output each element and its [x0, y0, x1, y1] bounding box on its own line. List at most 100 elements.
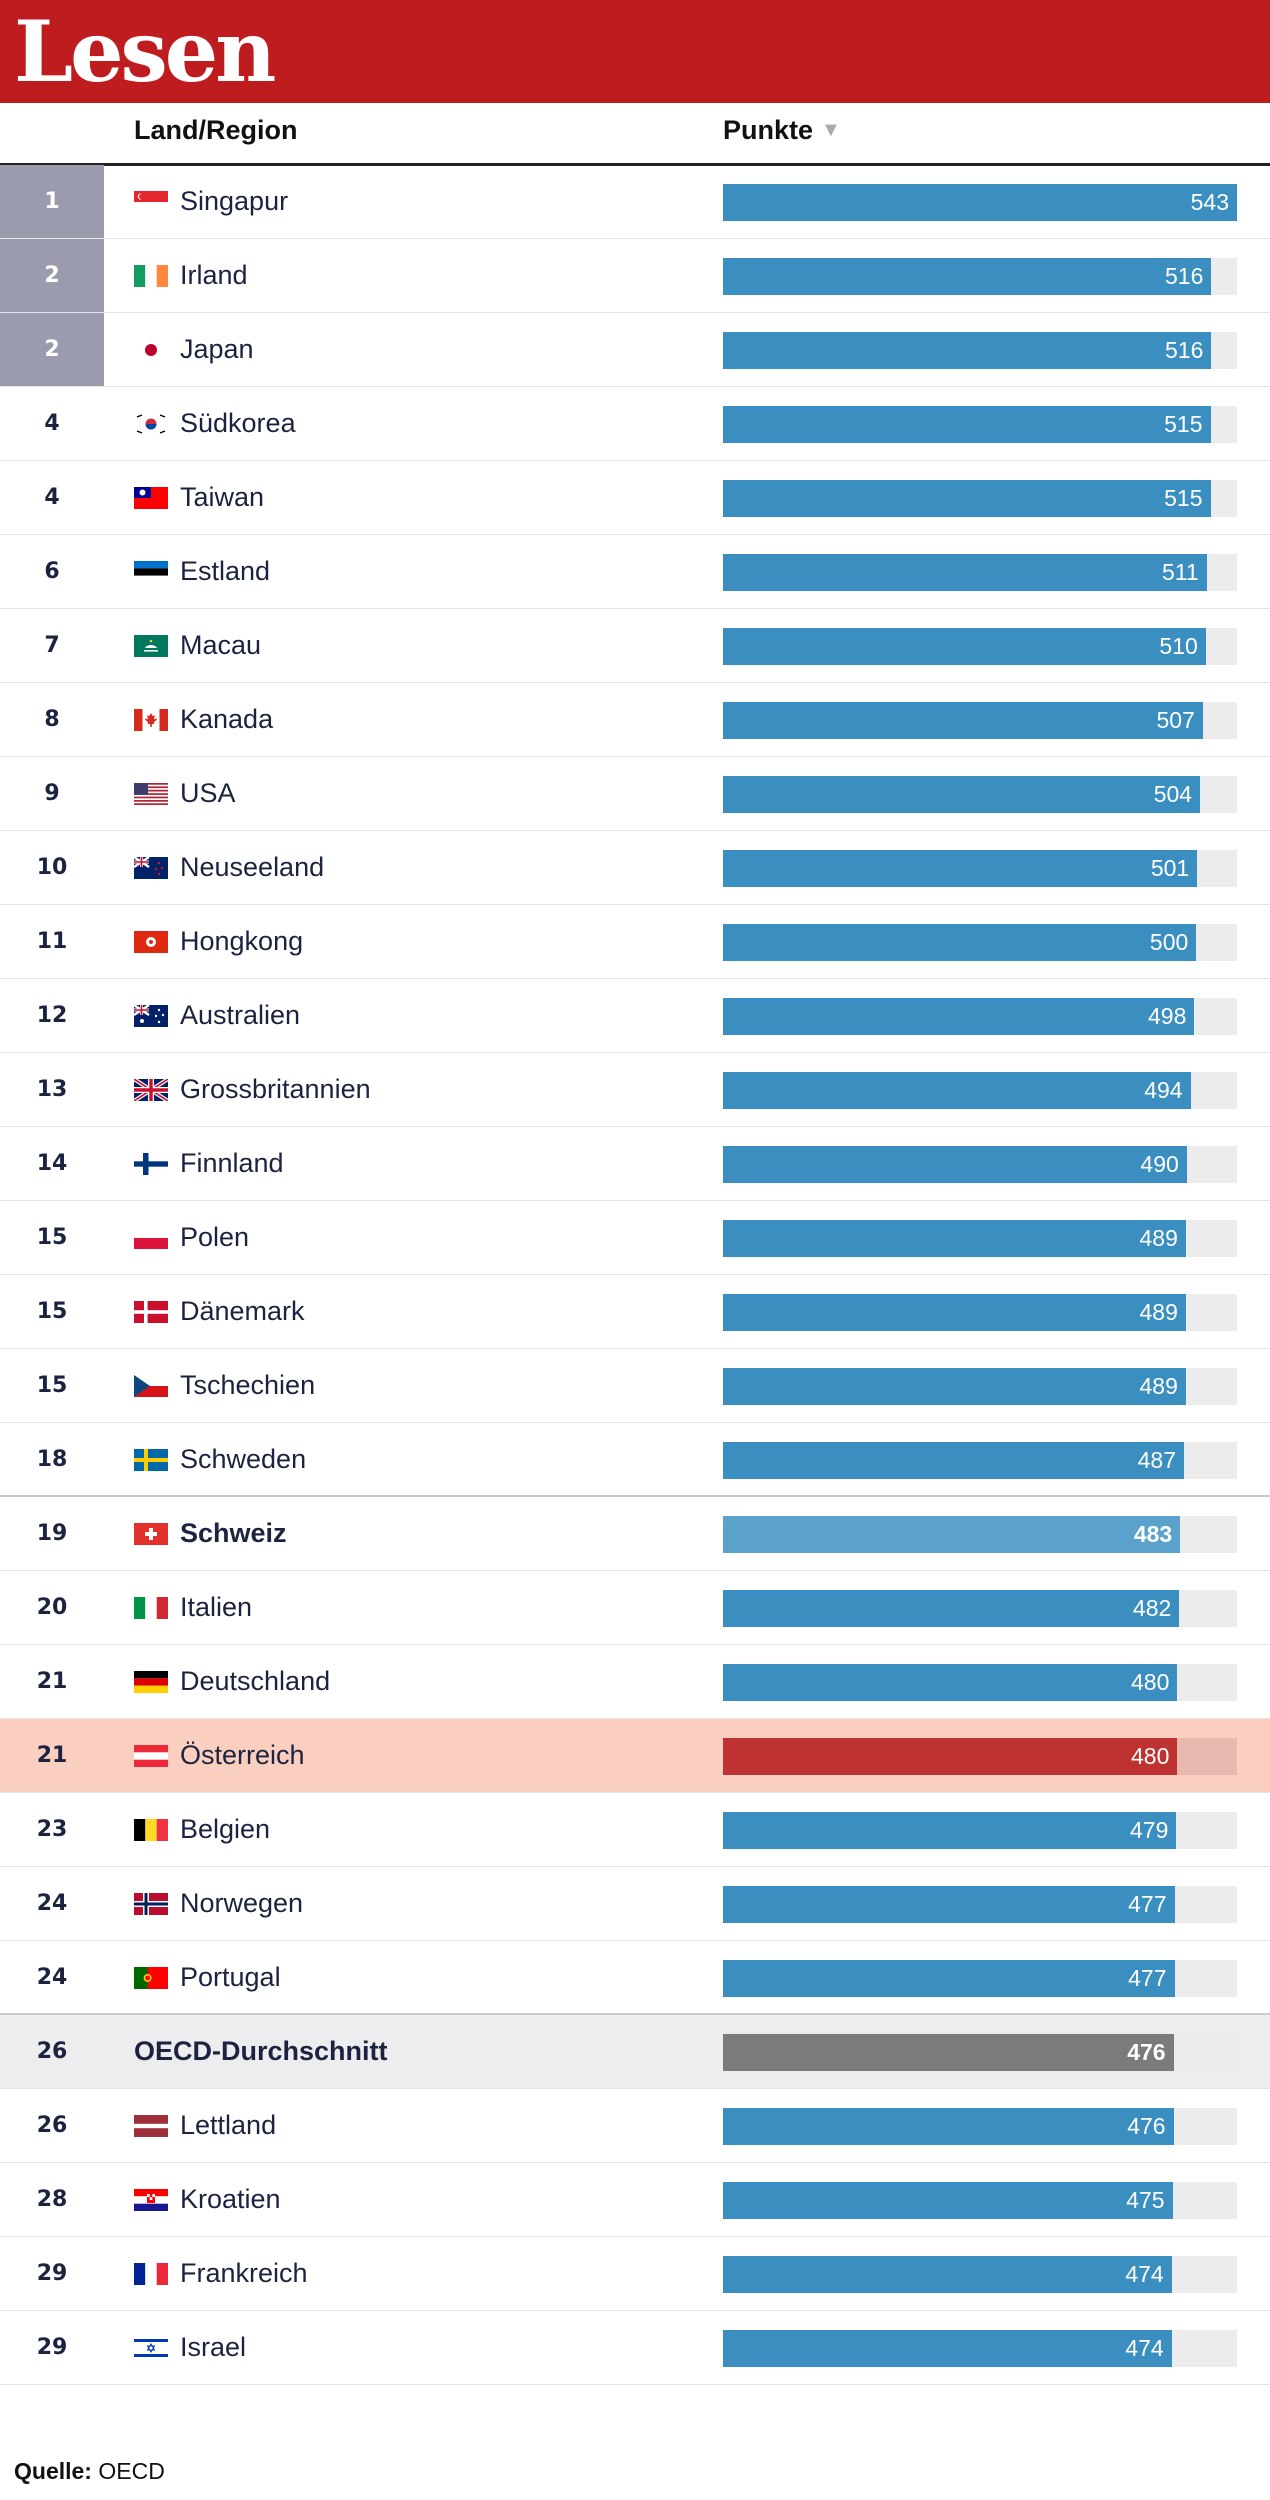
- country-label: Italien: [180, 1592, 253, 1622]
- rank-label: 12: [36, 1003, 68, 1028]
- table-row-kroatien[interactable]: 28 Kroatien 475: [0, 2163, 1270, 2237]
- bar-track: 476: [723, 2108, 1237, 2145]
- table-row-portugal[interactable]: 24 Portugal 477: [0, 1941, 1270, 2015]
- country-label: Estland: [180, 556, 271, 586]
- table-row-deutschland[interactable]: 21 Deutschland 480: [0, 1645, 1270, 1719]
- value-label: 477: [1128, 1891, 1167, 1917]
- sort-descending-icon[interactable]: ▼: [821, 119, 841, 141]
- table-row-schweiz[interactable]: 19 Schweiz 483: [0, 1497, 1270, 1571]
- bar-track: 480: [723, 1664, 1237, 1701]
- bar-track: 510: [723, 628, 1237, 665]
- bar-track: 476: [723, 2034, 1237, 2071]
- rank-label: 15: [36, 1299, 68, 1324]
- flag-at-icon: [134, 1745, 168, 1767]
- bar-track: 483: [723, 1516, 1237, 1553]
- value-label: 515: [1164, 485, 1203, 511]
- table-row-frankreich[interactable]: 29 Frankreich 474: [0, 2237, 1270, 2311]
- country-label: Frankreich: [180, 2258, 308, 2288]
- flag-us-icon: [134, 783, 168, 805]
- rank-label: 26: [36, 2113, 68, 2138]
- flag-de-icon: [134, 1671, 168, 1693]
- value-label: 507: [1156, 707, 1195, 733]
- table-row-hongkong[interactable]: 11 Hongkong 500: [0, 905, 1270, 979]
- bar-belgien: 479: [723, 1812, 1177, 1849]
- rank-label: 15: [36, 1373, 68, 1398]
- table-row-oecd-durchschnitt[interactable]: 26 OECD-Durchschnitt 476: [0, 2015, 1270, 2089]
- country-label: Japan: [180, 334, 254, 364]
- table-row-usa[interactable]: 9 USA 504: [0, 757, 1270, 831]
- table-row-macau[interactable]: 7 Macau 510: [0, 609, 1270, 683]
- bar-track: 515: [723, 480, 1237, 517]
- bar-kroatien: 475: [723, 2182, 1173, 2219]
- ranking-table: 1 Singapur 543 2 Irland 516 2 Japan 516 4 Südkorea…: [0, 165, 1270, 2385]
- bar-schweden: 487: [723, 1442, 1184, 1479]
- country-label: Neuseeland: [180, 852, 325, 882]
- table-row-kanada[interactable]: 8 Kanada 507: [0, 683, 1270, 757]
- table-row-japan[interactable]: 2 Japan 516: [0, 313, 1270, 387]
- column-header-points[interactable]: Punkte ▼: [723, 115, 841, 146]
- rank-label: 24: [36, 1965, 68, 1990]
- table-row-daenemark[interactable]: 15 Dänemark 489: [0, 1275, 1270, 1349]
- bar-track: 474: [723, 2256, 1237, 2293]
- table-row-singapur[interactable]: 1 Singapur 543: [0, 165, 1270, 239]
- value-label: 479: [1130, 1817, 1169, 1843]
- bar-track: 516: [723, 258, 1237, 295]
- flag-no-icon: [134, 1893, 168, 1915]
- table-row-norwegen[interactable]: 24 Norwegen 477: [0, 1867, 1270, 1941]
- flag-it-icon: [134, 1597, 168, 1619]
- value-label: 510: [1159, 633, 1198, 659]
- flag-fi-icon: [134, 1153, 168, 1175]
- flag-se-icon: [134, 1449, 168, 1471]
- table-row-lettland[interactable]: 26 Lettland 476: [0, 2089, 1270, 2163]
- country-label: Hongkong: [180, 926, 304, 956]
- chart-title: Lesen: [14, 2, 276, 101]
- table-row-belgien[interactable]: 23 Belgien 479: [0, 1793, 1270, 1867]
- bar-suedkorea: 515: [723, 406, 1211, 443]
- bar-track: 477: [723, 1886, 1237, 1923]
- bar-macau: 510: [723, 628, 1206, 665]
- value-label: 474: [1125, 2335, 1164, 2361]
- bar-finnland: 490: [723, 1146, 1187, 1183]
- rank-label: 9: [44, 781, 60, 806]
- bar-track: 487: [723, 1442, 1237, 1479]
- table-row-australien[interactable]: 12 Australien 498: [0, 979, 1270, 1053]
- table-row-irland[interactable]: 2 Irland 516: [0, 239, 1270, 313]
- table-row-finnland[interactable]: 14 Finnland 490: [0, 1127, 1270, 1201]
- table-row-neuseeland[interactable]: 10 Neuseeland 501: [0, 831, 1270, 905]
- rank-label: 18: [36, 1447, 68, 1472]
- table-row-oesterreich[interactable]: 21 Österreich 480: [0, 1719, 1270, 1793]
- bar-track: 475: [723, 2182, 1237, 2219]
- table-row-tschechien[interactable]: 15 Tschechien 489: [0, 1349, 1270, 1423]
- bar-japan: 516: [723, 332, 1212, 369]
- rank-label: 26: [36, 2039, 68, 2064]
- rank-label: 20: [36, 1595, 68, 1620]
- value-label: 504: [1153, 781, 1193, 807]
- table-row-schweden[interactable]: 18 Schweden 487: [0, 1423, 1270, 1497]
- flag-kr-icon: [134, 413, 168, 435]
- table-row-israel[interactable]: 29 Israel 474: [0, 2311, 1270, 2385]
- rank-label: 10: [36, 855, 68, 880]
- table-row-polen[interactable]: 15 Polen 489: [0, 1201, 1270, 1275]
- bar-deutschland: 480: [723, 1664, 1178, 1701]
- table-row-italien[interactable]: 20 Italien 482: [0, 1571, 1270, 1645]
- title-banner: Lesen: [0, 0, 1270, 103]
- country-label: Norwegen: [180, 1888, 304, 1918]
- bar-grossbritannien: 494: [723, 1072, 1191, 1109]
- table-row-taiwan[interactable]: 4 Taiwan 515: [0, 461, 1270, 535]
- value-label: 474: [1125, 2261, 1164, 2287]
- bar-tschechien: 489: [723, 1368, 1186, 1405]
- bar-track: 482: [723, 1590, 1237, 1627]
- column-header-country[interactable]: Land/Region: [134, 115, 298, 145]
- bar-track: 489: [723, 1368, 1237, 1405]
- table-row-estland[interactable]: 6 Estland 511: [0, 535, 1270, 609]
- rank-label: 29: [36, 2261, 68, 2286]
- table-row-suedkorea[interactable]: 4 Südkorea 515: [0, 387, 1270, 461]
- value-label: 494: [1144, 1077, 1183, 1103]
- flag-lv-icon: [134, 2115, 168, 2137]
- table-row-grossbritannien[interactable]: 13 Grossbritannien 494: [0, 1053, 1270, 1127]
- flag-ch-icon: [134, 1523, 168, 1545]
- flag-ie-icon: [134, 265, 168, 287]
- bar-frankreich: 474: [723, 2256, 1172, 2293]
- flag-pt-icon: [134, 1967, 168, 1989]
- bar-taiwan: 515: [723, 480, 1211, 517]
